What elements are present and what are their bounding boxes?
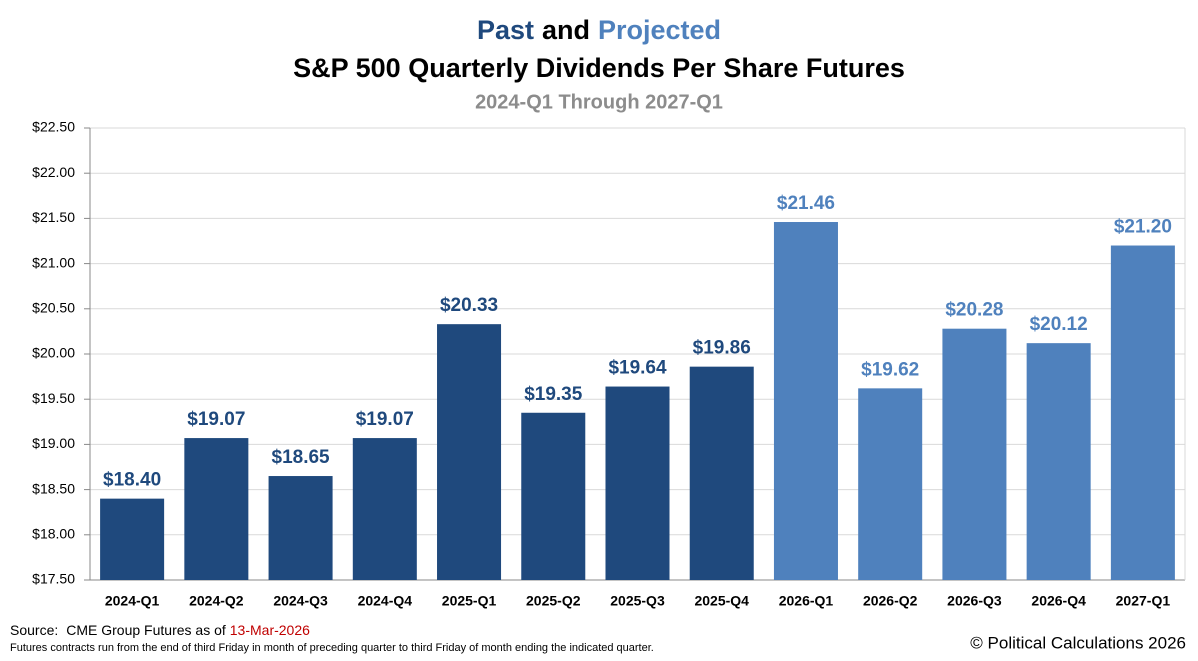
data-label: $20.28: [945, 300, 1003, 321]
y-tick-label: $19.00: [32, 435, 75, 451]
bar: [1026, 343, 1091, 580]
data-label: $20.33: [440, 295, 498, 316]
y-tick-label: $20.00: [32, 345, 75, 361]
x-tick-label: 2026-Q1: [779, 593, 834, 609]
y-tick-label: $21.00: [32, 254, 75, 270]
y-tick-label: $21.50: [32, 209, 75, 225]
bar: [942, 328, 1007, 580]
data-label: $19.07: [187, 409, 245, 430]
x-tick-label: 2027-Q1: [1116, 593, 1171, 609]
bar: [184, 438, 249, 580]
data-label: $18.65: [272, 447, 331, 468]
y-tick-label: $18.00: [32, 526, 75, 542]
data-label: $20.12: [1030, 314, 1088, 335]
data-label: $21.46: [777, 193, 835, 214]
y-tick-label: $20.50: [32, 300, 75, 316]
bar: [773, 222, 838, 581]
data-label: $19.07: [356, 409, 414, 430]
chart-title-top: Past and Projected: [477, 15, 721, 45]
bar: [1110, 245, 1175, 580]
bar: [605, 386, 670, 580]
data-label: $19.62: [861, 359, 919, 380]
bar: [858, 388, 923, 580]
y-tick-label: $18.50: [32, 480, 75, 496]
x-tick-label: 2025-Q2: [526, 593, 581, 609]
source-date: 13-Mar-2026: [230, 622, 310, 638]
x-tick-label: 2024-Q4: [358, 593, 413, 609]
copyright: © Political Calculations 2026: [970, 633, 1186, 652]
chart-subtitle: 2024-Q1 Through 2027-Q1: [475, 91, 723, 113]
data-label: $21.20: [1114, 217, 1172, 238]
title-segment: Past: [477, 15, 534, 45]
data-label: $19.64: [608, 358, 667, 379]
chart-title: S&P 500 Quarterly Dividends Per Share Fu…: [293, 53, 905, 83]
y-tick-label: $19.50: [32, 390, 75, 406]
source: Source: CME Group Futures as of 13-Mar-202…: [10, 622, 310, 638]
data-label: $19.86: [693, 338, 751, 359]
x-tick-label: 2026-Q4: [1031, 593, 1086, 609]
bar: [437, 324, 502, 580]
bar: [352, 438, 417, 580]
x-tick-label: 2024-Q1: [105, 593, 160, 609]
x-tick-label: 2026-Q2: [863, 593, 918, 609]
bar: [100, 498, 165, 580]
y-tick-label: $22.50: [32, 119, 75, 135]
title-segment: Projected: [598, 15, 721, 45]
footnote: Futures contracts run from the end of th…: [10, 642, 654, 654]
y-tick-label: $22.00: [32, 164, 75, 180]
x-tick-label: 2025-Q1: [442, 593, 497, 609]
title-segment: and: [542, 15, 590, 45]
source-label: Source:: [10, 622, 58, 638]
x-tick-label: 2025-Q3: [610, 593, 665, 609]
bar: [521, 412, 586, 580]
data-label: $18.40: [103, 470, 161, 491]
bar: [689, 366, 754, 580]
x-tick-label: 2024-Q3: [273, 593, 328, 609]
x-tick-label: 2026-Q3: [947, 593, 1002, 609]
bar: [268, 476, 333, 580]
x-tick-label: 2025-Q4: [694, 593, 749, 609]
x-tick-label: 2024-Q2: [189, 593, 244, 609]
y-tick-label: $17.50: [32, 571, 75, 587]
data-label: $19.35: [524, 384, 583, 405]
source-text: CME Group Futures as of: [66, 622, 226, 638]
